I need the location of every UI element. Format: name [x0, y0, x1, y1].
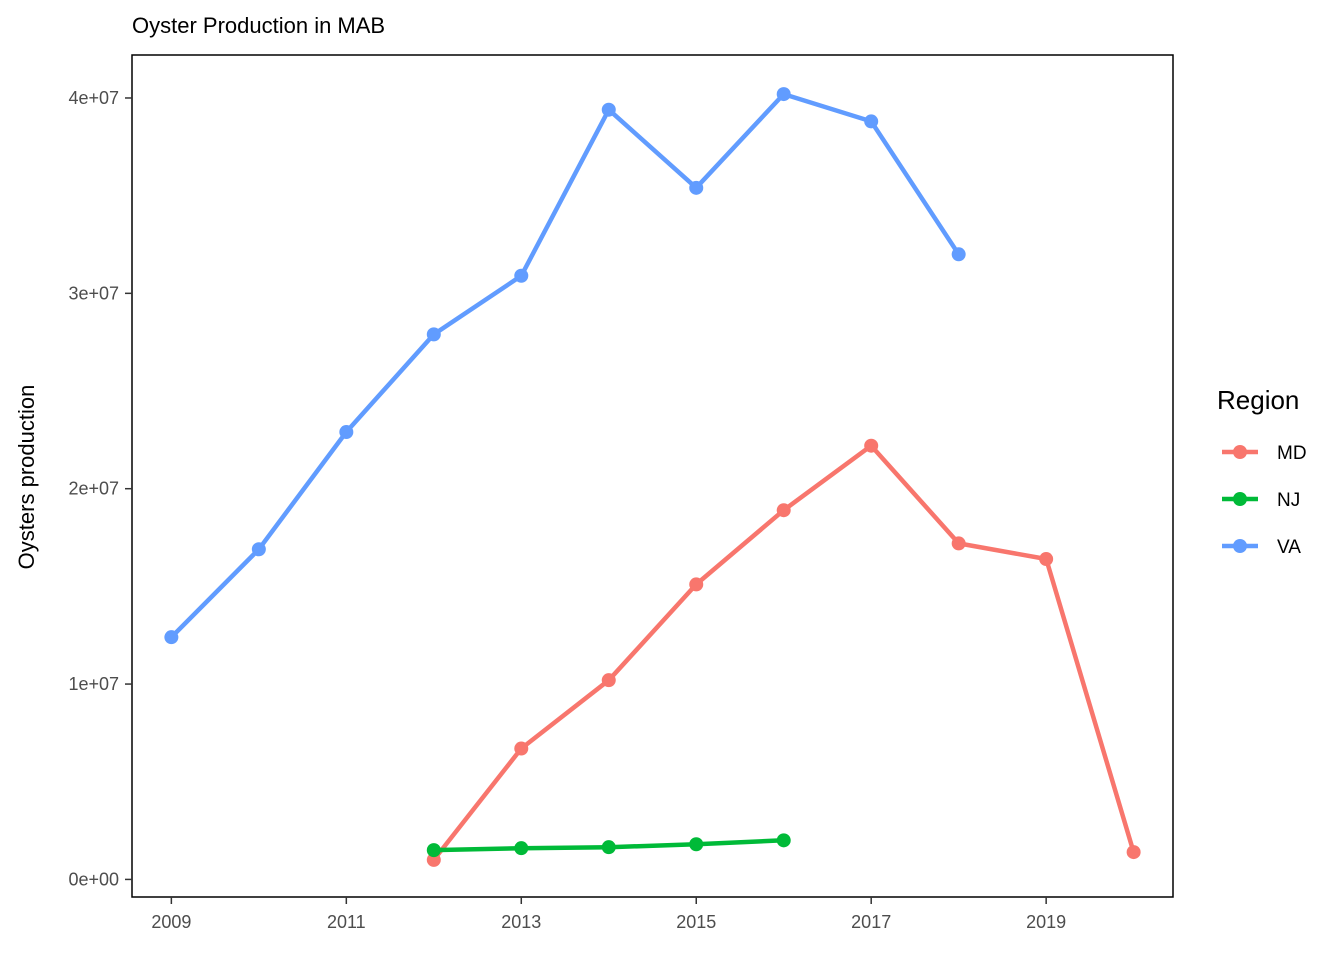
axes: 2009 2011 2013 2015 2017 2019 0e+00 1e+07 2e+07 3…: [68, 88, 1066, 932]
data-point-md: [689, 577, 704, 592]
x-tick-label: 2013: [501, 912, 541, 932]
legend-label-nj: NJ: [1277, 490, 1300, 511]
data-point-va: [951, 247, 966, 262]
data-point-va: [514, 268, 529, 283]
plot-border: [131, 54, 1174, 898]
chart-title: Oyster Production in MAB: [132, 13, 385, 38]
x-tick-label: 2017: [851, 912, 891, 932]
data-point-md: [864, 438, 879, 453]
data-point-va: [251, 542, 266, 557]
data-point-va: [164, 630, 179, 645]
legend-key-point-md: [1233, 445, 1247, 459]
data-point-va: [689, 180, 704, 195]
y-axis-label: Oysters production: [14, 385, 39, 570]
data-point-md: [426, 852, 441, 867]
data-point-nj: [601, 840, 616, 855]
y-tick-label: 0e+00: [68, 869, 119, 889]
x-tick-label: 2009: [151, 912, 191, 932]
plot-area: [164, 87, 1141, 867]
data-point-va: [339, 425, 354, 440]
y-tick-label: 1e+07: [68, 674, 119, 694]
y-tick-label: 2e+07: [68, 479, 119, 499]
data-point-va: [426, 327, 441, 342]
data-point-nj: [689, 837, 704, 852]
x-tick-label: 2019: [1026, 912, 1066, 932]
x-tick-label: 2015: [676, 912, 716, 932]
data-point-md: [776, 503, 791, 518]
legend-title: Region: [1217, 385, 1299, 415]
x-tick-label: 2011: [327, 912, 366, 932]
y-tick-label: 3e+07: [68, 283, 119, 303]
data-point-md: [514, 741, 529, 756]
data-point-md: [601, 673, 616, 688]
y-tick-label: 4e+07: [68, 88, 119, 108]
data-point-nj: [426, 843, 441, 858]
legend: Region MD NJ VA: [1217, 385, 1307, 558]
legend-key-point-nj: [1233, 492, 1247, 506]
data-point-md: [951, 536, 966, 551]
data-point-md: [1126, 845, 1141, 860]
legend-key-point-va: [1233, 539, 1247, 553]
data-point-md: [1039, 552, 1054, 567]
data-point-nj: [514, 841, 529, 856]
series-line-va: [169, 91, 961, 639]
data-point-nj: [776, 833, 791, 848]
legend-label-va: VA: [1277, 537, 1301, 558]
data-point-va: [776, 87, 791, 102]
data-point-va: [864, 114, 879, 129]
legend-label-md: MD: [1277, 443, 1307, 464]
data-point-va: [601, 102, 616, 117]
